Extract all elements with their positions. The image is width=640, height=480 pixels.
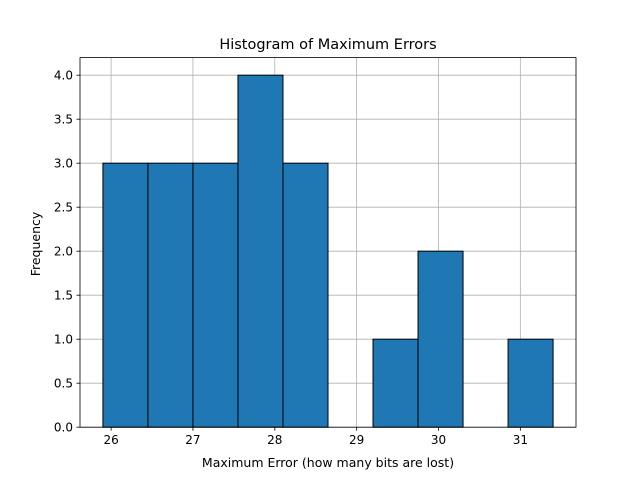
axes — [76, 57, 577, 431]
x-tick-label: 27 — [185, 433, 200, 447]
y-tick-label: 0.0 — [54, 421, 73, 435]
plot-frame — [79, 57, 577, 428]
histogram-bar-0 — [102, 162, 149, 428]
histogram-bar-2 — [192, 162, 239, 428]
histogram-bar-3 — [237, 74, 284, 428]
histogram-bar-4 — [282, 162, 329, 428]
x-tick-label: 29 — [349, 433, 364, 447]
histogram-bar-6 — [372, 338, 419, 428]
x-tick-label: 31 — [513, 433, 528, 447]
y-tick-label: 2.5 — [54, 201, 73, 215]
y-tick-label: 1.0 — [54, 333, 73, 347]
y-tick-label: 4.0 — [54, 69, 73, 83]
y-tick-label: 3.0 — [54, 157, 73, 171]
histogram-bars — [102, 74, 554, 428]
tick-labels: 26 27 28 29 30 31 0.0 0.5 1.0 1.5 2.0 2.5 3.0 3.5 4.0 — [54, 69, 528, 448]
x-tick-label: 26 — [103, 433, 118, 447]
histogram-bar-9 — [507, 338, 554, 428]
histogram-bar-1 — [147, 162, 194, 428]
y-tick-label: 3.5 — [54, 113, 73, 127]
x-tick-label: 28 — [267, 433, 282, 447]
y-tick-label: 0.5 — [54, 377, 73, 391]
y-tick-label: 2.0 — [54, 245, 73, 259]
y-tick-label: 1.5 — [54, 289, 73, 303]
x-tick-label: 30 — [431, 433, 446, 447]
histogram-bar-7 — [417, 250, 464, 428]
chart-title: Histogram of Maximum Errors — [219, 37, 436, 53]
y-axis-label: Frequency — [28, 211, 43, 276]
x-axis-label: Maximum Error (how many bits are lost) — [202, 455, 454, 470]
